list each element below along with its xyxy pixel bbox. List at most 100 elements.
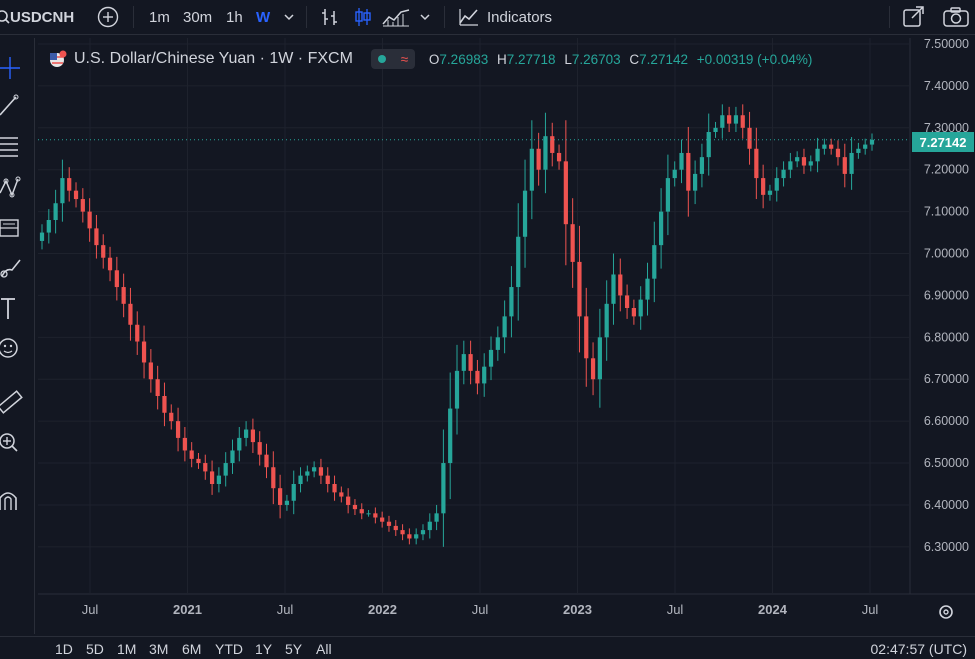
bar-chart-icon[interactable]: [320, 0, 340, 34]
candle-body: [393, 525, 398, 531]
forecast-tool-icon[interactable]: [0, 214, 30, 244]
search-icon[interactable]: [0, 0, 10, 34]
toolbar-divider: [133, 6, 134, 28]
candle-body: [257, 442, 262, 455]
candle-body: [250, 429, 256, 443]
candle-body: [53, 203, 58, 220]
candle-body: [842, 157, 847, 174]
area-chart-icon[interactable]: [382, 0, 410, 34]
x-tick-label: 2024: [758, 602, 788, 617]
candle-body: [339, 492, 344, 497]
candle-body: [801, 157, 807, 166]
indicators-icon: [459, 9, 478, 26]
candle-body: [298, 475, 303, 484]
candle-body: [454, 370, 460, 409]
candle-body: [835, 148, 841, 158]
chart-legend: U.S. Dollar/Chinese Yuan · 1W · FXCM ≈ O…: [48, 48, 812, 70]
indicators-button[interactable]: Indicators: [458, 0, 552, 34]
candle-body: [332, 484, 337, 493]
settings-gear-center: [943, 609, 949, 615]
candle-body: [658, 211, 664, 246]
bottom-toolbar: 1D 5D 1M 3M 6M YTD 1Y 5Y All 02:47:57 (U…: [0, 636, 975, 659]
candle-body: [359, 509, 364, 514]
timeframe-1m[interactable]: 1m: [149, 8, 170, 26]
pattern-tool-icon[interactable]: [0, 173, 30, 203]
candle-body: [278, 488, 283, 505]
timeframe-1h[interactable]: 1h: [226, 8, 243, 26]
emoji-icon[interactable]: [0, 334, 30, 364]
y-tick-label: 6.40000: [924, 498, 969, 512]
camera-icon[interactable]: [943, 0, 969, 34]
price-chart[interactable]: 7.50000 7.40000 7.30000 7.20000 7.10000 7.000…: [38, 37, 975, 634]
compare-add-button[interactable]: [97, 0, 119, 34]
timeframe-30m[interactable]: 30m: [183, 8, 213, 26]
candle-body: [366, 513, 371, 515]
text-tool-icon[interactable]: [0, 294, 30, 324]
candle-body: [740, 115, 745, 128]
candle-body: [271, 467, 276, 489]
candle-body: [665, 178, 671, 212]
candlestick-chart-icon[interactable]: [353, 0, 373, 34]
trend-line-icon[interactable]: [0, 91, 30, 121]
candle-body: [346, 496, 351, 505]
candle-body: [822, 144, 827, 149]
candle-body: [550, 136, 555, 153]
candle-body: [73, 190, 79, 200]
range-5d[interactable]: 5D: [86, 641, 104, 657]
candle-body: [502, 316, 507, 338]
timeframe-w[interactable]: W: [256, 8, 271, 26]
open-label: O: [428, 51, 440, 67]
range-ytd[interactable]: YTD: [215, 641, 243, 657]
candle-body: [264, 454, 269, 468]
candle-body: [386, 521, 392, 526]
candle-body: [461, 354, 466, 371]
indicators-label: Indicators: [487, 8, 553, 26]
candle-body: [604, 303, 609, 338]
horizontal-lines-icon[interactable]: [0, 132, 30, 162]
candle-body: [196, 458, 201, 464]
range-5y[interactable]: 5Y: [285, 641, 303, 657]
candle-body: [380, 517, 385, 522]
settings-gear-icon[interactable]: [939, 605, 953, 619]
zoom-in-icon[interactable]: [0, 428, 30, 458]
candle-body: [284, 500, 290, 505]
range-1y[interactable]: 1Y: [255, 641, 273, 657]
market-status-pill[interactable]: ≈: [370, 49, 415, 69]
candle-body: [141, 341, 147, 363]
y-tick-label: 7.30000: [924, 121, 969, 135]
x-tick-label: Jul: [667, 602, 684, 617]
timeframe-dropdown-chevron-icon[interactable]: [283, 0, 295, 34]
candle-body: [189, 450, 194, 459]
utc-clock[interactable]: 02:47:57 (UTC): [870, 641, 967, 657]
candle-body: [414, 534, 419, 539]
candle-body: [563, 161, 568, 225]
top-toolbar: USDCNH 1m 30m 1h W Indicators: [0, 0, 975, 35]
candle-body: [529, 148, 534, 191]
candle-body: [169, 412, 174, 422]
fullscreen-icon[interactable]: [902, 0, 926, 34]
crosshair-icon[interactable]: [0, 54, 30, 84]
range-1d[interactable]: 1D: [55, 641, 73, 657]
brush-icon[interactable]: [0, 254, 30, 284]
chart-type-chevron-icon[interactable]: [419, 0, 431, 34]
candle-body: [373, 513, 378, 518]
toolbar-divider: [444, 6, 445, 28]
candle-body: [720, 115, 725, 128]
range-3m[interactable]: 3M: [149, 641, 169, 657]
candle-body: [468, 354, 473, 371]
range-6m[interactable]: 6M: [182, 641, 202, 657]
range-all[interactable]: All: [316, 641, 332, 657]
candle-body: [237, 437, 242, 451]
ruler-icon[interactable]: [0, 388, 30, 418]
x-tick-label: 2022: [368, 602, 397, 617]
candle-body: [216, 475, 221, 484]
symbol-search-button[interactable]: USDCNH: [10, 8, 75, 26]
candle-body: [128, 303, 133, 325]
candle-body: [618, 274, 623, 296]
candle-body: [767, 190, 773, 195]
candle-body: [584, 316, 589, 359]
magnet-icon[interactable]: [0, 484, 30, 514]
candle-body: [135, 324, 140, 342]
chart-pane[interactable]: 7.50000 7.40000 7.30000 7.20000 7.10000 7.000…: [38, 37, 975, 634]
range-1m[interactable]: 1M: [117, 641, 137, 657]
